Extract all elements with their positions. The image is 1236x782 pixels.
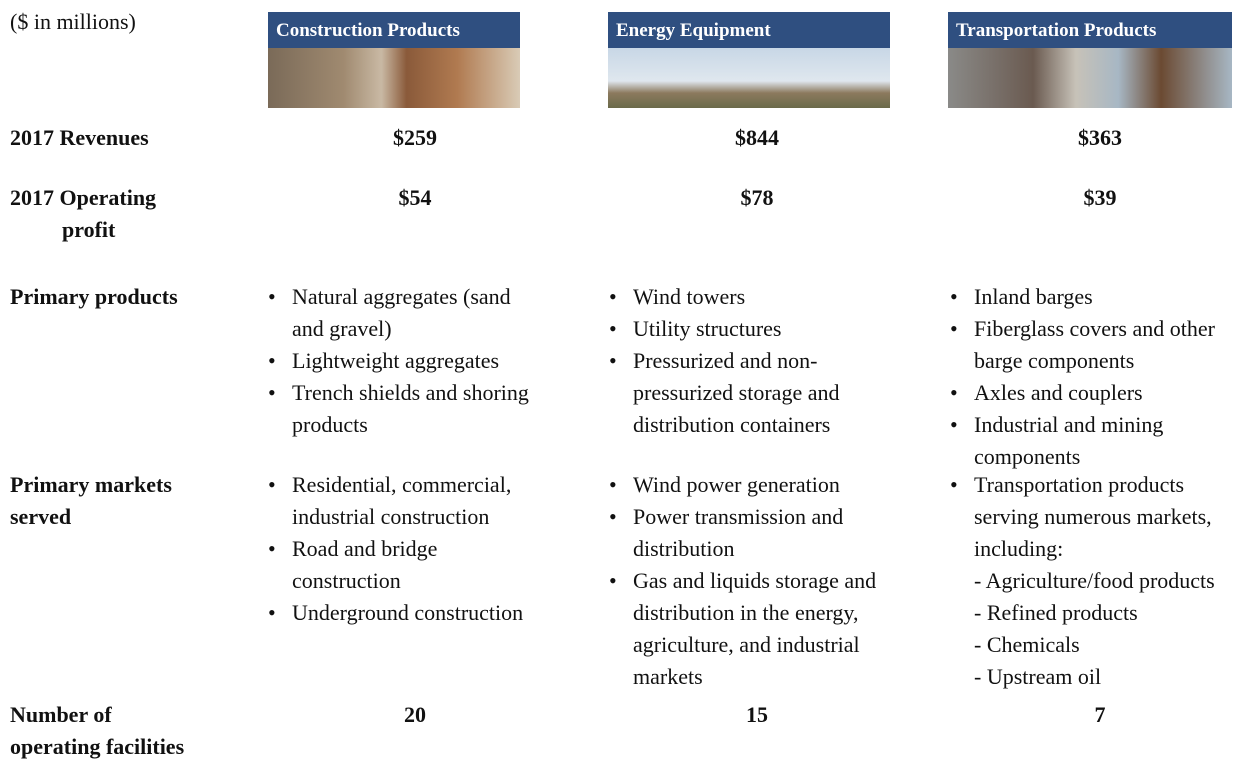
- bullet-item: Gas and liquids storage and distribution…: [606, 565, 891, 693]
- cell-value: 7: [1000, 699, 1200, 731]
- cell-value: $844: [657, 122, 857, 154]
- sub-item: - Refined products: [947, 597, 1236, 629]
- bullet-item: Pressurized and non-pressurized storage …: [606, 345, 891, 441]
- row-label-line: Number of: [10, 699, 184, 731]
- column-header: Transportation Products: [948, 12, 1232, 48]
- row-label-line: 2017 Revenues: [10, 122, 149, 154]
- page: ($ in millions) (() => { const data = JS…: [0, 0, 1236, 782]
- cell-value: $259: [315, 122, 515, 154]
- bullet-item: Wind towers: [606, 281, 891, 313]
- sub-item-text: - Agriculture/food products: [974, 565, 1236, 597]
- bullet-item: Inland barges: [947, 281, 1236, 313]
- bullet-item: Industrial and mining components: [947, 409, 1236, 473]
- bullet-item: Transportation products serving numerous…: [947, 469, 1236, 565]
- bullet-item: Natural aggregates (sand and gravel): [265, 281, 530, 345]
- cell-value: $78: [657, 182, 857, 214]
- column-header: Construction Products: [268, 12, 520, 48]
- bullet-item: Trench shields and shoring products: [265, 377, 530, 441]
- bullet-item: Fiberglass covers and other barge compon…: [947, 313, 1236, 377]
- bullet-item: Residential, commercial, industrial cons…: [265, 469, 530, 533]
- row-label-line: Primary markets: [10, 469, 172, 501]
- cell-value: $54: [315, 182, 515, 214]
- row-label: 2017 Revenues: [10, 122, 149, 154]
- bullet-item: Utility structures: [606, 313, 891, 345]
- row-label-line: served: [10, 501, 172, 533]
- cell-value: $39: [1000, 182, 1200, 214]
- cell-value: 15: [657, 699, 857, 731]
- unit-note: ($ in millions): [10, 6, 136, 38]
- bullet-list: Transportation products serving numerous…: [947, 469, 1236, 693]
- bullet-item: Axles and couplers: [947, 377, 1236, 409]
- bullet-list: Inland bargesFiberglass covers and other…: [947, 281, 1236, 473]
- row-label-line: profit: [10, 214, 156, 246]
- bullet-list: Residential, commercial, industrial cons…: [265, 469, 530, 629]
- bullet-item: Power transmission and distribution: [606, 501, 891, 565]
- sub-item: - Chemicals: [947, 629, 1236, 661]
- bullet-item: Road and bridge construction: [265, 533, 530, 597]
- sub-item-text: - Chemicals: [974, 629, 1236, 661]
- bullet-item: Wind power generation: [606, 469, 891, 501]
- bullet-list: Wind power generationPower transmission …: [606, 469, 891, 693]
- row-label-line: operating facilities: [10, 731, 184, 763]
- header-image: [608, 48, 890, 108]
- header-image: [268, 48, 520, 108]
- column-header: Energy Equipment: [608, 12, 890, 48]
- sub-item: - Upstream oil: [947, 661, 1236, 693]
- row-label: Primary products: [10, 281, 178, 313]
- sub-item-text: - Upstream oil: [974, 661, 1236, 693]
- cell-value: 20: [315, 699, 515, 731]
- header-image: [948, 48, 1232, 108]
- bullet-item: Underground construction: [265, 597, 530, 629]
- cell-value: $363: [1000, 122, 1200, 154]
- bullet-list: Natural aggregates (sand and gravel)Ligh…: [265, 281, 530, 441]
- row-label-line: Primary products: [10, 281, 178, 313]
- sub-item: - Agriculture/food products: [947, 565, 1236, 597]
- bullet-list: Wind towersUtility structuresPressurized…: [606, 281, 891, 441]
- bullet-item: Lightweight aggregates: [265, 345, 530, 377]
- row-label-line: 2017 Operating: [10, 182, 156, 214]
- sub-item-text: - Refined products: [974, 597, 1236, 629]
